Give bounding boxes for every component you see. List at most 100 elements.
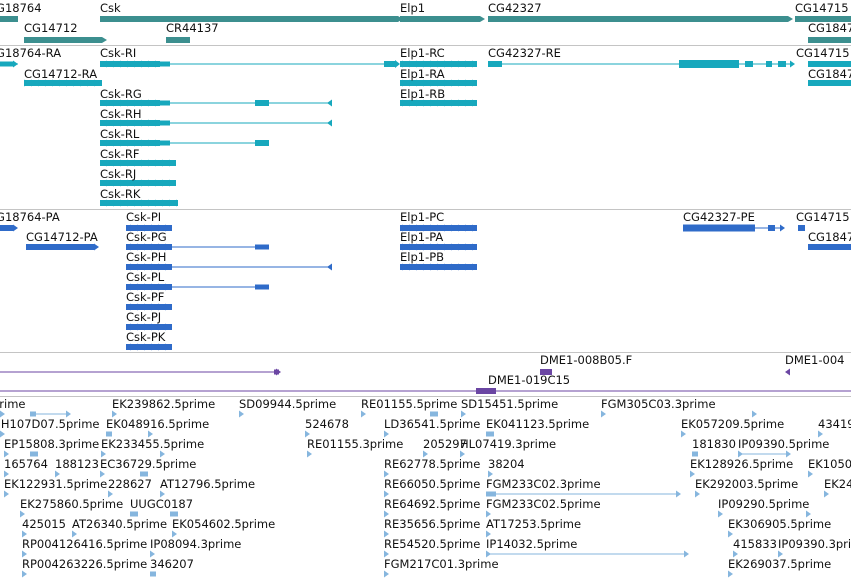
strand-arrow-right: [239, 410, 244, 418]
gene-bar[interactable]: [795, 16, 851, 22]
strand-arrow-right: [472, 243, 477, 251]
strand-arrow-right: [402, 224, 407, 232]
exon-block[interactable]: [384, 61, 396, 67]
exon-block[interactable]: [808, 80, 851, 86]
exon-block[interactable]: [766, 61, 772, 67]
exon-block[interactable]: [745, 61, 753, 67]
est-label: FGM233C02.3prime: [486, 477, 601, 491]
exon-block[interactable]: [160, 100, 170, 106]
est-label: FGM305C03.3prime: [601, 397, 716, 411]
transcript-label: CG18764-RA: [0, 46, 62, 60]
est-block[interactable]: [486, 491, 496, 497]
protein-label: Csk-PJ: [126, 310, 162, 324]
exon-block[interactable]: [488, 61, 502, 67]
exon-block[interactable]: [0, 225, 13, 231]
clone-bar[interactable]: [476, 388, 496, 394]
protein-label: CG14715: [796, 210, 850, 224]
exon-block[interactable]: [160, 120, 170, 126]
est-block[interactable]: [430, 411, 438, 417]
strand-arrow-left: [151, 60, 156, 68]
strand-arrow-right: [172, 530, 177, 538]
gene-bar[interactable]: [400, 16, 480, 22]
est-label: RE01155.3prime: [307, 437, 404, 451]
transcript-label: Csk-RK: [100, 187, 141, 201]
strand-arrow-right: [31, 79, 36, 87]
gene-bar[interactable]: [0, 16, 18, 22]
exon-block[interactable]: [274, 369, 279, 375]
strand-arrow-right: [384, 490, 389, 498]
est-label: IP09390.3prime: [778, 537, 851, 551]
strand-arrow-right: [790, 60, 795, 68]
strand-arrow-left: [172, 199, 177, 207]
transcript-label: Csk-RL: [100, 127, 140, 141]
strand-arrow-right: [384, 570, 389, 578]
protein-label: Elp1-PC: [400, 210, 445, 224]
transcript-label: Csk-RF: [100, 147, 140, 161]
est-block[interactable]: [130, 511, 138, 517]
exon-block[interactable]: [255, 100, 269, 106]
est-label: 4341933: [818, 417, 851, 431]
strand-arrow-left: [147, 343, 152, 351]
strand-arrow-right: [458, 79, 463, 87]
est-block[interactable]: [486, 431, 494, 437]
strand-arrow-right: [472, 60, 477, 68]
strand-arrow-left: [140, 263, 145, 271]
est-label: EK048916.5prime: [106, 417, 210, 431]
strand-arrow-left: [144, 179, 149, 187]
track-separator: [0, 352, 851, 353]
exon-block[interactable]: [255, 140, 269, 146]
exon-block[interactable]: [778, 61, 786, 67]
est-label: EK292003.5prime: [695, 477, 799, 491]
exon-block[interactable]: [160, 61, 170, 67]
exon-block[interactable]: [26, 244, 94, 250]
est-label: 425015: [22, 517, 66, 531]
strand-arrow-right: [384, 510, 389, 518]
est-block[interactable]: [30, 451, 38, 457]
exon-block[interactable]: [160, 140, 170, 146]
strand-arrow-right: [361, 410, 366, 418]
gene-bar[interactable]: [100, 16, 398, 22]
strand-arrow-right: [307, 450, 312, 458]
transcript-label: CG1847: [808, 67, 851, 81]
strand-arrow-left: [102, 139, 107, 147]
exon-block[interactable]: [808, 61, 851, 67]
strand-arrow-left: [123, 159, 128, 167]
strand-arrow-left: [327, 99, 332, 107]
est-block[interactable]: [140, 471, 148, 477]
gene-bar[interactable]: [488, 16, 788, 22]
strand-arrow-right: [20, 510, 25, 518]
est-block[interactable]: [30, 411, 36, 417]
est-block[interactable]: [692, 451, 698, 457]
strand-arrow-right: [480, 16, 485, 22]
est-label: AT17253.5prime: [486, 517, 582, 531]
gene-bar[interactable]: [166, 37, 190, 43]
strand-arrow-right: [94, 243, 99, 251]
exon-block[interactable]: [255, 244, 269, 250]
gene-label: CR44137: [166, 21, 219, 35]
transcript-label: CG14715: [796, 46, 850, 60]
strand-arrow-right: [66, 79, 71, 87]
strand-arrow-right: [451, 79, 456, 87]
exon-block[interactable]: [679, 60, 739, 68]
exon-block[interactable]: [808, 244, 851, 250]
exon-block[interactable]: [683, 224, 755, 232]
strand-arrow-left: [137, 60, 142, 68]
strand-arrow-right: [87, 79, 92, 87]
strand-arrow-left: [147, 283, 152, 291]
exon-block[interactable]: [768, 225, 775, 231]
strand-arrow-left: [109, 119, 114, 127]
est-block[interactable]: [170, 511, 178, 517]
exon-block[interactable]: [798, 225, 805, 231]
est-block[interactable]: [150, 571, 156, 577]
est-block[interactable]: [106, 431, 112, 437]
exon-block[interactable]: [255, 284, 269, 290]
gene-bar[interactable]: [24, 37, 102, 43]
strand-arrow-right: [430, 263, 435, 271]
strand-arrow-left: [161, 243, 166, 251]
strand-arrow-right: [409, 79, 414, 87]
exon-block[interactable]: [0, 61, 13, 67]
clone-bar[interactable]: [540, 369, 552, 375]
gene-bar[interactable]: [808, 37, 851, 43]
